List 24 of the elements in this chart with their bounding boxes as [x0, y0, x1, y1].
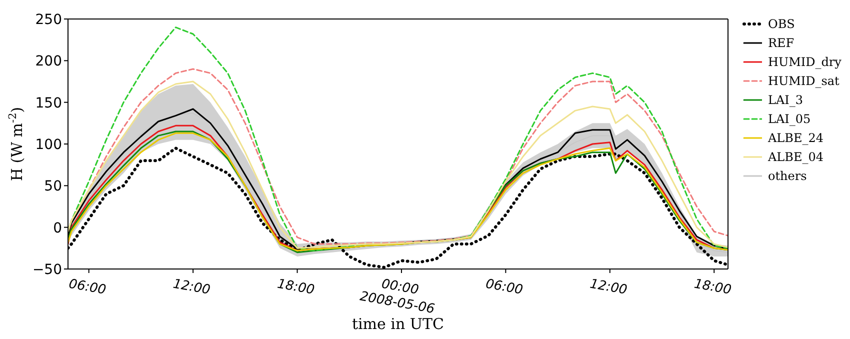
y-tick-label: 200	[35, 54, 62, 70]
x-tick-label: 06:00	[484, 276, 524, 298]
x-tick-label: 12:00	[588, 276, 628, 298]
x-tick-label: 12:00	[172, 276, 212, 298]
legend-label: ALBE_24	[768, 130, 824, 144]
legend-label: REF	[768, 36, 794, 50]
x-tick-label: 18:00	[276, 276, 316, 298]
legend-label: others	[768, 168, 807, 182]
y-tick-label: 100	[35, 136, 62, 153]
x-tick-label: 00:00 2008-05-06	[358, 276, 436, 318]
y-tick-label: 150	[35, 95, 62, 112]
legend-label: LAI_05	[768, 112, 811, 126]
legend-label: OBS	[768, 16, 795, 30]
y-tick-label: 250	[35, 12, 62, 28]
y-tick-label: 50	[44, 178, 62, 195]
x-tick-label: 18:00	[692, 276, 732, 298]
y-tick-label: 0	[53, 220, 62, 236]
legend-label: LAI_3	[768, 92, 804, 106]
legend-label: ALBE_04	[768, 150, 824, 164]
x-axis-title: time in UTC	[352, 315, 444, 333]
y-tick-label: −50	[32, 262, 62, 278]
legend-label: HUMID_dry	[768, 54, 842, 68]
legend-label: HUMID_sat	[768, 74, 840, 88]
x-tick-label: 06:00	[68, 276, 108, 298]
